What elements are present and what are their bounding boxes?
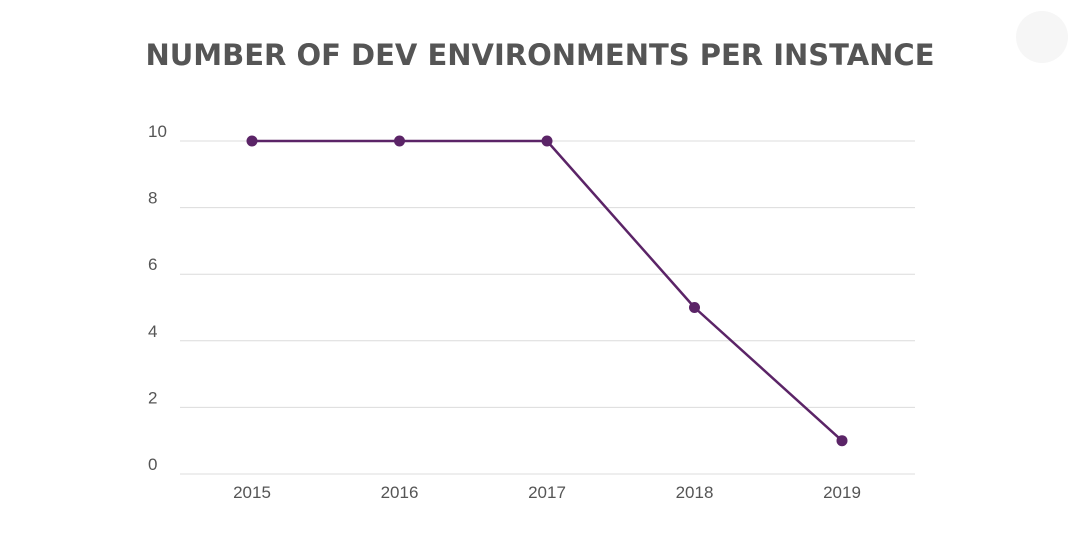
series-group [252,139,843,442]
series-line-0 [252,139,843,442]
x-axis-tick-labels: 2015 2016 2017 2018 2019 [233,483,861,502]
y-tick-label-8: 8 [148,189,157,208]
y-tick-label-2: 2 [148,388,157,407]
x-tick-label-2016: 2016 [381,483,419,502]
data-point-2017 [541,135,553,147]
y-tick-label-0: 0 [148,455,157,474]
data-points [246,135,848,447]
x-tick-label-2015: 2015 [233,483,271,502]
x-tick-label-2017: 2017 [528,483,566,502]
x-tick-label-2018: 2018 [676,483,714,502]
y-tick-label-10: 10 [148,122,167,141]
data-point-2015 [246,135,258,147]
data-point-2016 [394,135,405,147]
y-tick-label-6: 6 [148,255,157,274]
gridlines [180,140,915,475]
x-tick-label-2019: 2019 [823,483,861,502]
y-axis-tick-labels: 0 2 4 6 8 10 [148,122,167,474]
corner-badge-icon [1016,11,1068,63]
y-tick-label-4: 4 [148,322,157,341]
data-point-2018 [689,302,700,313]
chart-title: NUMBER OF DEV ENVIRONMENTS PER INSTANCE [145,38,934,72]
data-point-2019 [836,435,848,447]
